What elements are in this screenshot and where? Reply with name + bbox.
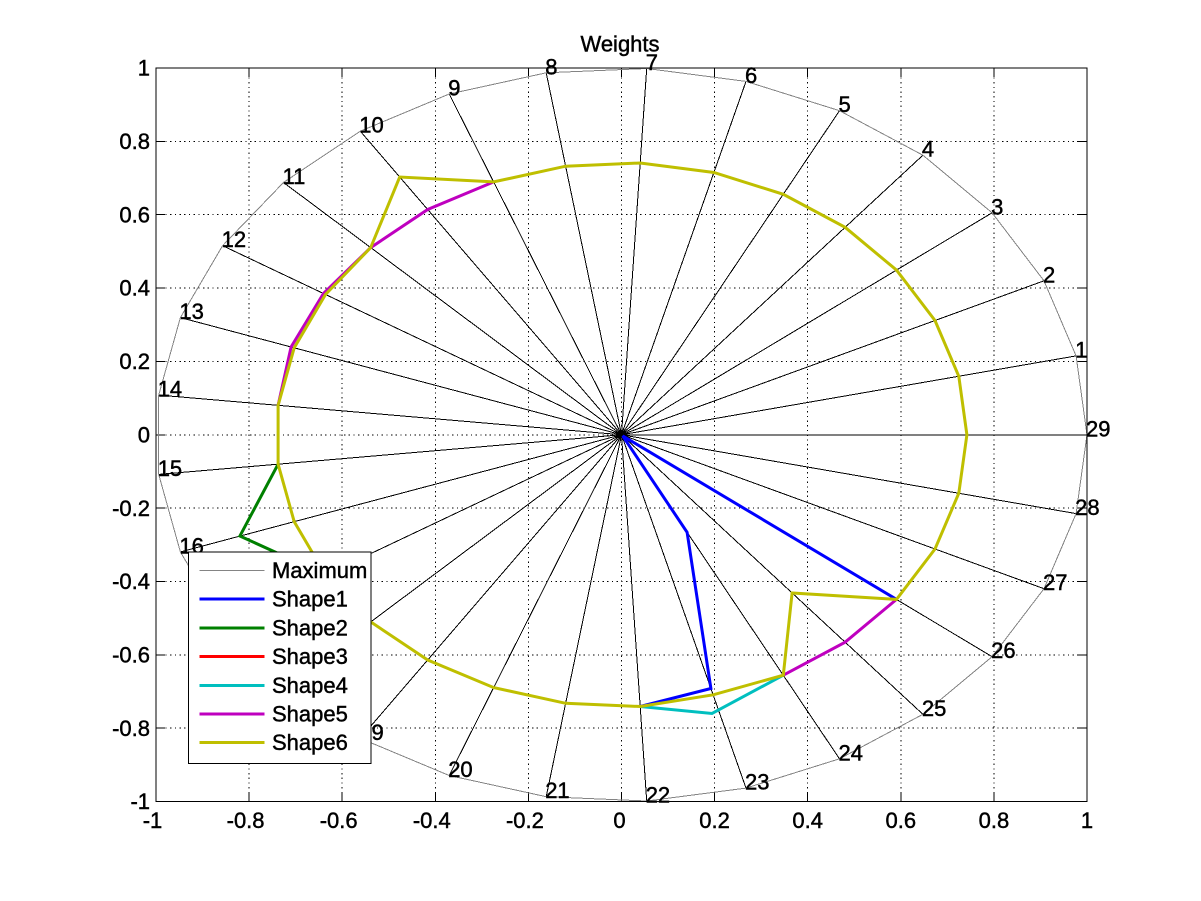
svg-text:7: 7	[646, 50, 658, 75]
svg-text:-1: -1	[130, 789, 150, 814]
svg-text:0.8: 0.8	[119, 129, 150, 154]
svg-text:-0.8: -0.8	[227, 808, 265, 833]
svg-text:0.4: 0.4	[119, 276, 150, 301]
svg-text:0.2: 0.2	[699, 808, 730, 833]
svg-text:9: 9	[448, 76, 460, 101]
svg-text:-0.4: -0.4	[413, 808, 451, 833]
svg-text:0.2: 0.2	[119, 349, 150, 374]
svg-text:Shape4: Shape4	[272, 673, 348, 698]
svg-text:-0.4: -0.4	[112, 569, 150, 594]
svg-text:Shape6: Shape6	[272, 730, 348, 755]
svg-text:-1: -1	[143, 808, 163, 833]
svg-text:23: 23	[745, 770, 769, 795]
svg-text:-0.6: -0.6	[112, 643, 150, 668]
svg-text:6: 6	[745, 63, 757, 88]
svg-text:Shape2: Shape2	[272, 615, 348, 640]
svg-text:3: 3	[991, 194, 1003, 219]
svg-text:27: 27	[1043, 570, 1067, 595]
svg-text:15: 15	[158, 456, 182, 481]
svg-text:12: 12	[222, 227, 246, 252]
svg-text:1: 1	[1081, 808, 1093, 833]
svg-text:-0.6: -0.6	[320, 808, 358, 833]
svg-text:26: 26	[991, 638, 1015, 663]
svg-text:0: 0	[138, 422, 150, 447]
svg-text:21: 21	[545, 778, 569, 803]
svg-text:22: 22	[646, 783, 670, 808]
svg-text:10: 10	[359, 113, 383, 138]
svg-text:24: 24	[839, 740, 863, 765]
svg-text:1: 1	[1075, 337, 1087, 362]
svg-text:Shape3: Shape3	[272, 644, 348, 669]
svg-text:1: 1	[138, 56, 150, 81]
svg-text:20: 20	[448, 757, 472, 782]
svg-text:0.6: 0.6	[119, 202, 150, 227]
svg-text:5: 5	[839, 92, 851, 117]
svg-text:-0.2: -0.2	[112, 496, 150, 521]
svg-text:0: 0	[613, 808, 625, 833]
svg-text:Weights: Weights	[580, 32, 659, 57]
svg-text:0.4: 0.4	[792, 808, 823, 833]
svg-text:4: 4	[922, 137, 934, 162]
svg-text:-0.2: -0.2	[506, 808, 544, 833]
svg-text:29: 29	[1086, 416, 1110, 441]
svg-text:8: 8	[545, 54, 557, 79]
svg-text:0.8: 0.8	[979, 808, 1010, 833]
svg-text:25: 25	[922, 696, 946, 721]
svg-text:Maximum: Maximum	[272, 558, 367, 583]
svg-text:-0.8: -0.8	[112, 716, 150, 741]
svg-text:11: 11	[283, 164, 306, 189]
svg-text:13: 13	[179, 299, 203, 324]
svg-text:0.6: 0.6	[886, 808, 917, 833]
svg-text:14: 14	[158, 377, 182, 402]
svg-text:Shape1: Shape1	[272, 587, 348, 612]
svg-text:Shape5: Shape5	[272, 702, 348, 727]
svg-text:2: 2	[1043, 262, 1055, 287]
